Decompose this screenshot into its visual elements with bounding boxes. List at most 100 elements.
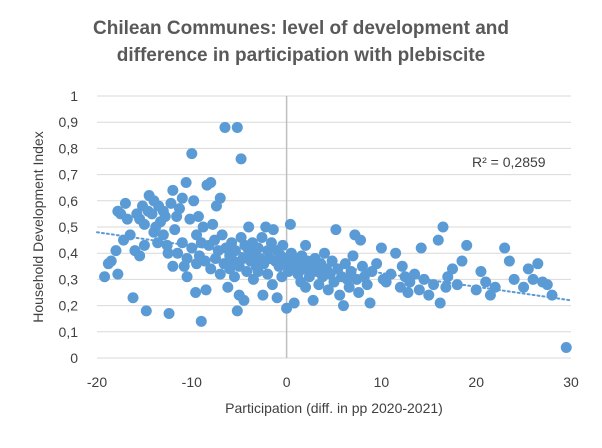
data-point (222, 281, 234, 293)
data-point (413, 284, 425, 296)
data-point (241, 266, 253, 278)
data-point (127, 292, 139, 304)
data-point (205, 176, 217, 188)
data-point (337, 300, 349, 312)
data-point (409, 268, 421, 280)
y-tick-label: 0,7 (59, 167, 79, 183)
data-point (181, 271, 193, 283)
data-point (119, 197, 131, 209)
data-point (243, 221, 255, 233)
data-point (418, 273, 430, 285)
y-tick-label: 0,1 (59, 324, 79, 340)
data-point (235, 153, 247, 165)
data-point (532, 258, 544, 270)
x-tick-label: 30 (563, 374, 579, 390)
y-axis-title: Household Development Index (30, 131, 46, 322)
data-point (197, 221, 209, 233)
data-point (423, 289, 435, 301)
data-point (257, 289, 269, 301)
y-tick-label: 0,6 (59, 193, 79, 209)
data-point (195, 315, 207, 327)
data-point (339, 258, 351, 270)
y-tick-label: 0,4 (59, 245, 79, 261)
data-point (307, 294, 319, 306)
data-point (499, 242, 511, 254)
data-point (165, 197, 177, 209)
data-point (140, 305, 152, 317)
data-point (199, 255, 211, 267)
data-point (434, 297, 446, 309)
y-tick-label: 0,9 (59, 114, 79, 130)
data-point (277, 239, 289, 251)
x-tick-label: 0 (283, 374, 291, 390)
data-point (396, 260, 408, 272)
data-point (361, 279, 373, 291)
data-point (489, 281, 501, 293)
data-points (99, 121, 572, 354)
data-point (207, 218, 219, 230)
data-point (110, 245, 122, 257)
data-point (173, 203, 185, 215)
data-point (167, 260, 179, 272)
data-point (172, 247, 184, 259)
data-point (527, 273, 539, 285)
data-point (190, 287, 202, 298)
data-point (138, 218, 150, 230)
data-point (447, 263, 458, 275)
data-point (105, 255, 117, 267)
data-point (300, 239, 312, 251)
data-point (288, 297, 300, 309)
y-tick-label: 0,8 (59, 140, 79, 156)
y-tick-labels: 0 0,1 0,2 0,3 0,4 0,5 0,6 0,7 0,8 0,9 1 (59, 88, 79, 366)
data-point (265, 237, 277, 249)
data-point (560, 342, 572, 354)
data-point (343, 281, 355, 293)
data-point (456, 255, 468, 267)
data-point (266, 279, 278, 291)
data-point (356, 260, 368, 272)
y-tick-label: 0,3 (59, 271, 79, 287)
x-tick-label: -20 (87, 374, 107, 390)
data-point (214, 268, 226, 280)
data-point (522, 263, 534, 275)
x-axis-title: Participation (diff. in pp 2020-2021) (225, 400, 443, 416)
y-tick-label: 1 (70, 88, 78, 104)
data-point (480, 276, 492, 288)
data-point (330, 224, 342, 236)
data-point (256, 231, 268, 243)
data-point (353, 287, 365, 298)
data-point (180, 176, 192, 188)
data-point (326, 255, 338, 267)
x-tick-label: -10 (182, 374, 202, 390)
data-point (216, 229, 228, 241)
data-point (546, 289, 558, 301)
data-point (186, 148, 198, 160)
data-point (238, 294, 250, 306)
data-point (322, 284, 334, 296)
data-point (284, 218, 296, 230)
data-point (541, 279, 553, 291)
data-point (159, 211, 171, 223)
data-point (319, 247, 331, 259)
data-point (214, 192, 226, 204)
data-point (271, 292, 283, 304)
data-point (385, 268, 397, 280)
data-point (518, 281, 530, 293)
data-point (267, 224, 279, 236)
data-point (345, 266, 357, 278)
data-point (169, 224, 181, 236)
data-point (300, 281, 312, 293)
data-point (371, 258, 383, 270)
data-point (440, 281, 452, 293)
data-point (231, 121, 243, 133)
data-point (112, 268, 124, 280)
data-point (200, 284, 212, 296)
data-point (437, 221, 449, 233)
data-point (219, 121, 231, 133)
r-squared-label: R² = 0,2859 (472, 154, 546, 170)
data-point (162, 247, 174, 259)
data-point (415, 242, 427, 254)
data-point (451, 279, 463, 291)
data-point (402, 287, 414, 298)
data-point (192, 211, 204, 223)
